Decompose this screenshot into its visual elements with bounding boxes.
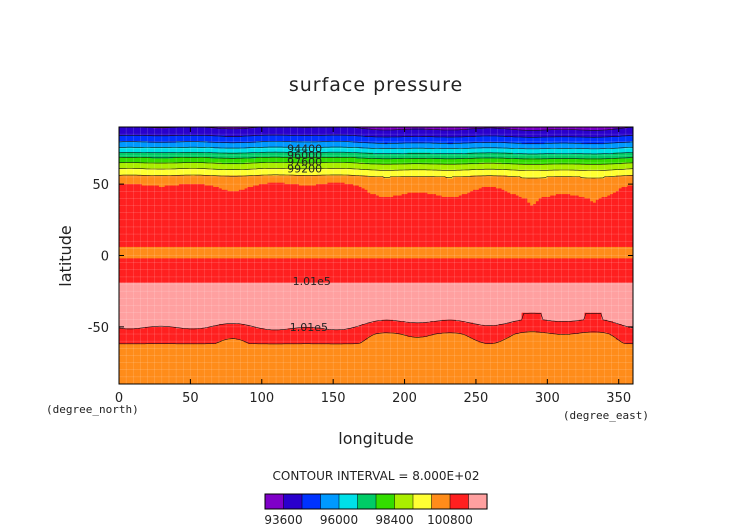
surface-pressure-chart: surface pressure 944009600097600992001.0… <box>0 0 752 532</box>
plot-area <box>119 127 634 385</box>
chart-title: surface pressure <box>289 74 463 96</box>
